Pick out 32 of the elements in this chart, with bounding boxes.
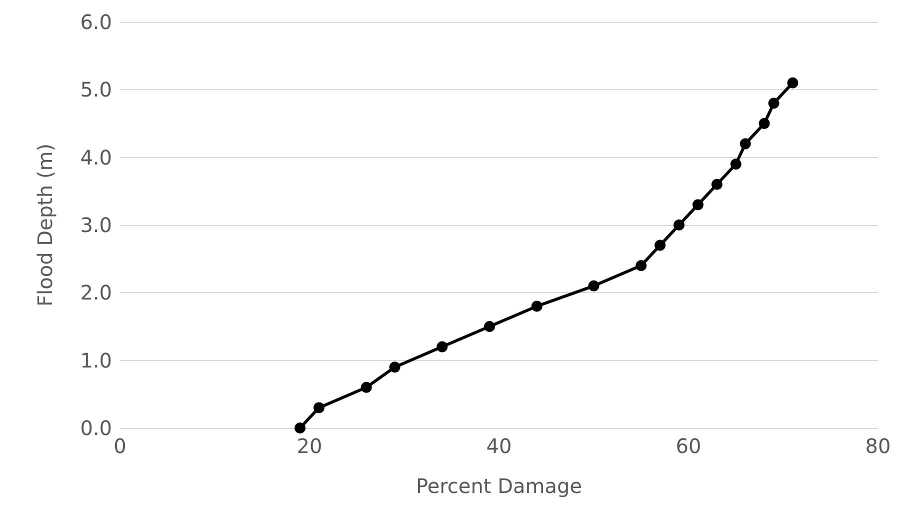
point xyxy=(692,199,704,210)
point xyxy=(360,382,372,393)
point xyxy=(294,422,306,434)
y-tick-label: 1.0 xyxy=(80,348,112,372)
x-tick-label: 20 xyxy=(296,434,322,458)
y-tick-label: 0.0 xyxy=(80,416,112,440)
y-tick-label: 6.0 xyxy=(80,10,112,34)
point xyxy=(711,178,722,190)
y-tick-label: 2.0 xyxy=(80,280,112,305)
point xyxy=(588,280,600,292)
point xyxy=(758,118,770,129)
point xyxy=(787,77,798,88)
point xyxy=(674,220,685,230)
x-tick-label: 80 xyxy=(865,434,891,458)
point xyxy=(636,260,647,272)
point xyxy=(740,138,751,150)
point xyxy=(313,402,324,414)
point xyxy=(436,341,448,352)
point xyxy=(531,300,542,312)
point xyxy=(730,158,742,170)
x-tick-label: 40 xyxy=(486,434,512,458)
y-tick-label: 4.0 xyxy=(80,145,112,170)
x-axis-title: Percent Damage xyxy=(416,474,582,498)
x-tick-label: 0 xyxy=(114,434,126,458)
point xyxy=(389,362,400,373)
y-axis-title: Flood Depth (m) xyxy=(33,144,57,306)
point xyxy=(654,240,666,251)
x-tick-label: 60 xyxy=(676,434,702,458)
point xyxy=(768,98,780,109)
y-tick-label: 5.0 xyxy=(80,78,112,102)
point xyxy=(484,321,496,332)
y-tick-label: 3.0 xyxy=(80,213,112,237)
